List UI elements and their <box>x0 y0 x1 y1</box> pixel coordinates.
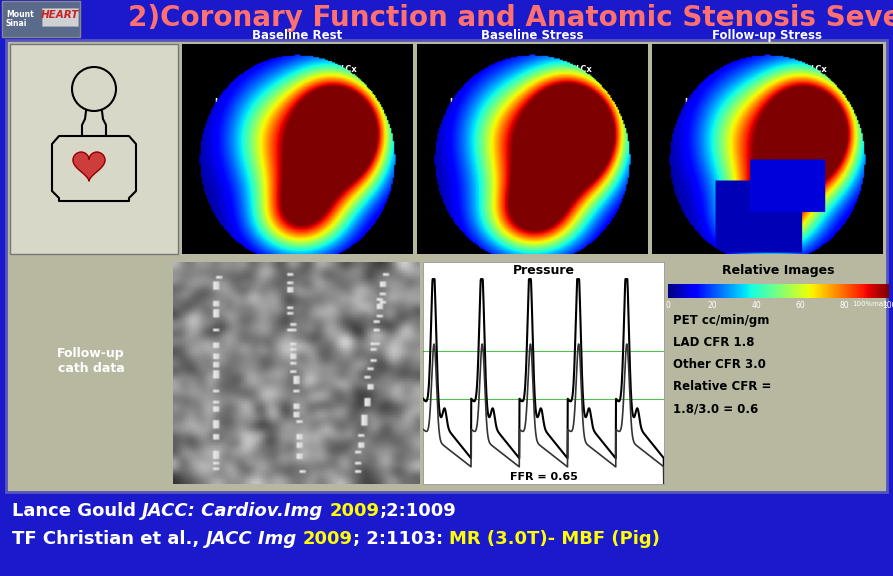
Bar <box>423 262 664 484</box>
Text: 40: 40 <box>752 301 761 310</box>
Text: 2009: 2009 <box>303 530 353 548</box>
Text: ; 2:1103:: ; 2:1103: <box>353 530 449 548</box>
Text: Follow-up
cath data: Follow-up cath data <box>57 347 125 376</box>
Text: FFR = 0.65: FFR = 0.65 <box>510 472 578 482</box>
Text: Mount: Mount <box>6 10 34 19</box>
Bar <box>10 44 178 254</box>
Text: LCx: LCx <box>810 65 827 74</box>
Text: LAD: LAD <box>270 224 288 233</box>
Text: ;2:1009: ;2:1009 <box>380 502 456 520</box>
Text: 2)Coronary Function and Anatomic Stenosis Severity: 2)Coronary Function and Anatomic Stenosi… <box>128 4 893 32</box>
Text: Lance Gould: Lance Gould <box>12 502 142 520</box>
Text: 100%max: 100%max <box>852 301 887 307</box>
Text: 0: 0 <box>665 301 671 310</box>
Text: LCx: LCx <box>340 65 356 74</box>
Text: 20: 20 <box>707 301 717 310</box>
Bar <box>6 40 887 492</box>
Text: Baseline Rest: Baseline Rest <box>253 29 343 42</box>
Bar <box>652 44 883 254</box>
Text: Baseline Stress: Baseline Stress <box>481 29 584 42</box>
Polygon shape <box>73 152 105 181</box>
Text: LAD: LAD <box>449 98 468 107</box>
Text: D1: D1 <box>319 145 331 153</box>
Text: MR (3.0T)- MBF (Pig): MR (3.0T)- MBF (Pig) <box>449 530 660 548</box>
Text: Follow-up Stress: Follow-up Stress <box>713 29 822 42</box>
Text: Other CFR 3.0: Other CFR 3.0 <box>673 358 766 371</box>
Text: Pressure: Pressure <box>513 264 574 277</box>
Text: JACC: Cardiov.Img: JACC: Cardiov.Img <box>142 502 330 520</box>
Text: RI: RI <box>551 86 560 94</box>
Text: 60: 60 <box>796 301 805 310</box>
Text: LAD CFR 1.8: LAD CFR 1.8 <box>673 336 755 349</box>
Text: HEART: HEART <box>41 10 79 20</box>
Text: D2: D2 <box>772 182 786 191</box>
Text: 100: 100 <box>881 301 893 310</box>
Text: LCx: LCx <box>575 65 592 74</box>
Text: RI: RI <box>316 86 325 94</box>
Text: JACC Img: JACC Img <box>205 530 303 548</box>
Text: D1: D1 <box>789 145 802 153</box>
Text: 2009: 2009 <box>330 502 380 520</box>
Text: D2: D2 <box>303 182 315 191</box>
Text: LAD: LAD <box>684 98 703 107</box>
Text: OM1: OM1 <box>563 103 585 112</box>
Text: Sinai: Sinai <box>6 19 28 28</box>
Text: D2: D2 <box>538 182 550 191</box>
Text: LAD: LAD <box>505 224 523 233</box>
Text: LAD: LAD <box>214 98 233 107</box>
Text: TF Christian et al.,: TF Christian et al., <box>12 530 205 548</box>
Text: QCA 57% DS: QCA 57% DS <box>255 444 338 457</box>
Text: Relative CFR =: Relative CFR = <box>673 380 772 393</box>
Bar <box>182 44 413 254</box>
Text: 1.8/3.0 = 0.6: 1.8/3.0 = 0.6 <box>673 402 758 415</box>
Text: LAD: LAD <box>739 224 758 233</box>
Bar <box>42 8 78 26</box>
Text: PET cc/min/gm: PET cc/min/gm <box>673 314 770 327</box>
Text: OM1: OM1 <box>798 103 820 112</box>
Text: Relative Images: Relative Images <box>722 264 835 277</box>
Bar <box>173 262 419 484</box>
Text: 80: 80 <box>840 301 849 310</box>
Text: OM1: OM1 <box>329 103 350 112</box>
Bar <box>417 44 648 254</box>
Text: D1: D1 <box>554 145 567 153</box>
Bar <box>2 1 80 37</box>
Text: RI: RI <box>786 86 796 94</box>
